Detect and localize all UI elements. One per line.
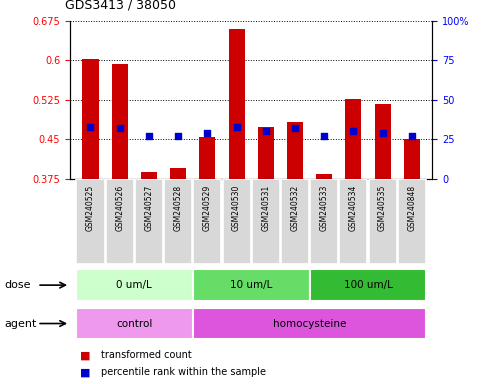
Point — [174, 133, 182, 139]
Text: 10 um/L: 10 um/L — [230, 280, 272, 290]
Text: GSM240531: GSM240531 — [261, 185, 270, 231]
Bar — [170, 168, 186, 179]
Text: GSM240533: GSM240533 — [320, 185, 329, 231]
Text: ■: ■ — [80, 350, 90, 360]
Text: control: control — [116, 318, 153, 329]
Bar — [112, 64, 128, 179]
Bar — [199, 137, 215, 179]
Text: GDS3413 / 38050: GDS3413 / 38050 — [65, 0, 176, 12]
FancyBboxPatch shape — [76, 308, 193, 339]
Point — [379, 130, 386, 136]
FancyBboxPatch shape — [106, 179, 134, 264]
Text: GSM240527: GSM240527 — [144, 185, 154, 231]
FancyBboxPatch shape — [135, 179, 163, 264]
FancyBboxPatch shape — [193, 270, 310, 301]
Point — [116, 125, 124, 131]
Bar — [375, 104, 391, 179]
Bar — [287, 122, 303, 179]
Text: GSM240534: GSM240534 — [349, 185, 358, 231]
Text: GSM240525: GSM240525 — [86, 185, 95, 231]
FancyBboxPatch shape — [310, 179, 338, 264]
Text: agent: agent — [5, 318, 37, 329]
FancyBboxPatch shape — [164, 179, 192, 264]
Point — [262, 128, 270, 134]
Bar — [258, 127, 274, 179]
Bar — [228, 29, 244, 179]
Point — [203, 130, 211, 136]
FancyBboxPatch shape — [398, 179, 426, 264]
FancyBboxPatch shape — [76, 179, 104, 264]
Text: transformed count: transformed count — [101, 350, 192, 360]
FancyBboxPatch shape — [369, 179, 397, 264]
FancyBboxPatch shape — [252, 179, 280, 264]
Text: GSM240526: GSM240526 — [115, 185, 124, 231]
FancyBboxPatch shape — [223, 179, 251, 264]
Point — [320, 133, 328, 139]
Text: GSM240529: GSM240529 — [203, 185, 212, 231]
Point — [408, 133, 416, 139]
Bar — [345, 99, 361, 179]
Point — [233, 124, 241, 130]
FancyBboxPatch shape — [193, 308, 426, 339]
Text: GSM240532: GSM240532 — [290, 185, 299, 231]
Text: GSM240535: GSM240535 — [378, 185, 387, 231]
Text: dose: dose — [5, 280, 31, 290]
Text: 100 um/L: 100 um/L — [343, 280, 393, 290]
Point — [291, 125, 299, 131]
Point — [86, 124, 94, 130]
Text: homocysteine: homocysteine — [273, 318, 346, 329]
Bar — [141, 172, 157, 179]
Text: ■: ■ — [80, 367, 90, 377]
Bar — [404, 139, 420, 179]
FancyBboxPatch shape — [310, 270, 426, 301]
Text: GSM240848: GSM240848 — [407, 185, 416, 231]
Text: GSM240530: GSM240530 — [232, 185, 241, 231]
Bar — [83, 60, 99, 179]
FancyBboxPatch shape — [281, 179, 309, 264]
Bar — [316, 174, 332, 179]
Text: 0 um/L: 0 um/L — [116, 280, 152, 290]
Text: GSM240528: GSM240528 — [173, 185, 183, 231]
Point — [145, 133, 153, 139]
FancyBboxPatch shape — [193, 179, 221, 264]
Text: percentile rank within the sample: percentile rank within the sample — [101, 367, 267, 377]
FancyBboxPatch shape — [76, 270, 193, 301]
Point — [350, 128, 357, 134]
FancyBboxPatch shape — [340, 179, 368, 264]
